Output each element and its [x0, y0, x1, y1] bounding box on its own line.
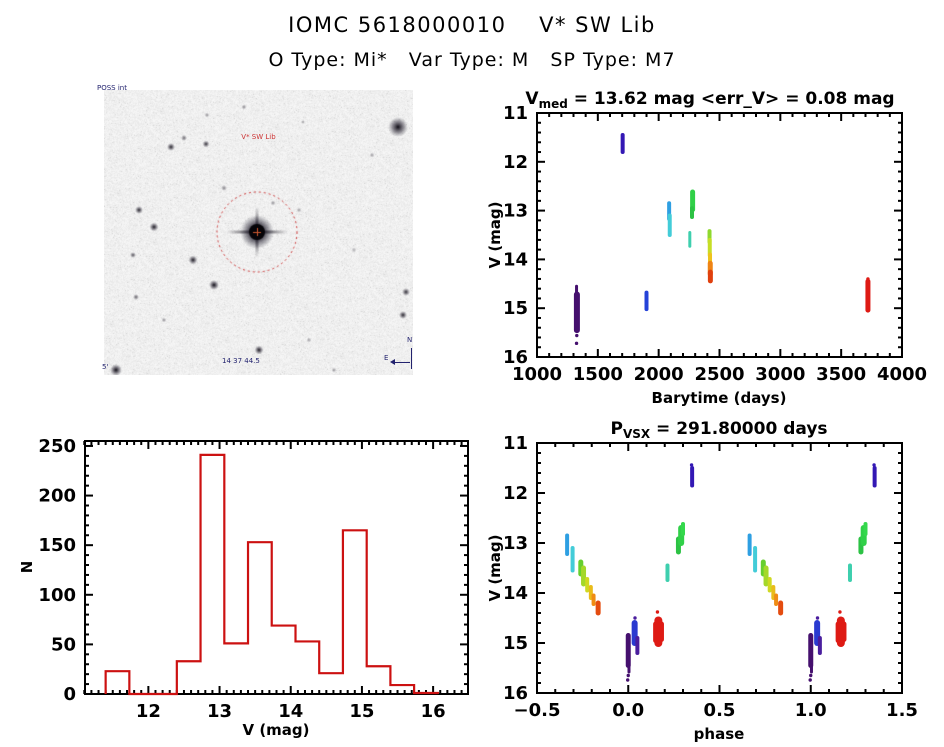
magnitude-histogram-chart: 12 13 14 15 16 0 50 100 150 200 250 V (mag) N: [18, 436, 469, 739]
compass-east-arrowhead: [390, 359, 395, 365]
svg-text:0.0: 0.0: [612, 700, 644, 721]
phase-axis-labels: phase V (mag): [486, 534, 744, 743]
phase-axes: [536, 442, 903, 694]
svg-text:V (mag): V (mag): [242, 721, 309, 739]
finder-chart: POSS int V* SW Lib 14 37 44.5 5' N E: [97, 85, 414, 375]
svg-text:250: 250: [38, 436, 76, 457]
svg-text:0.5: 0.5: [704, 700, 736, 721]
svg-text:12: 12: [136, 701, 161, 722]
svg-text:16: 16: [503, 347, 528, 368]
finder-chart-image: [104, 90, 413, 375]
svg-text:100: 100: [38, 585, 76, 606]
svg-text:phase: phase: [694, 725, 745, 743]
svg-text:150: 150: [38, 535, 76, 556]
svg-text:N: N: [18, 561, 36, 574]
phase-tick-labels: −0.5 0.0 0.5 1.0 1.5 11 12 13 14 15 16: [503, 433, 918, 721]
svg-text:13: 13: [207, 701, 232, 722]
svg-text:3000: 3000: [755, 364, 805, 385]
svg-text:12: 12: [503, 152, 528, 173]
svg-text:11: 11: [503, 103, 528, 124]
svg-text:15: 15: [503, 633, 528, 654]
svg-text:2000: 2000: [634, 364, 684, 385]
svg-text:3500: 3500: [816, 364, 866, 385]
svg-text:V (mag): V (mag): [486, 201, 504, 268]
phase-data-points: [565, 463, 877, 682]
svg-text:4000: 4000: [877, 364, 927, 385]
phase-folded-chart: −0.5 0.0 0.5 1.0 1.5 11 12 13 14 15 16 phase V (mag)…: [486, 419, 918, 743]
lightcurve-data-points: [573, 132, 871, 346]
svg-text:0: 0: [63, 684, 76, 705]
finder-survey-label: POSS int: [97, 84, 127, 92]
svg-text:13: 13: [503, 533, 528, 554]
svg-text:1.5: 1.5: [886, 700, 918, 721]
lightcurve-tick-labels: 1000 1500 2000 2500 3000 3500 4000 11 12 13 14 15 16: [503, 103, 927, 385]
compass-east-line: [394, 362, 410, 363]
svg-text:14: 14: [503, 249, 528, 270]
finder-scale-label: 5': [102, 363, 109, 371]
lightcurve-axis-labels: Barytime (days) V (mag): [486, 201, 786, 407]
svg-text:11: 11: [503, 433, 528, 454]
finder-coords-label: 14 37 44.5: [222, 357, 260, 365]
svg-text:16: 16: [421, 701, 446, 722]
svg-text:16: 16: [503, 683, 528, 704]
svg-text:13: 13: [503, 201, 528, 222]
page-subtitle: O Type: Mi* Var Type: M SP Type: M7: [268, 49, 676, 71]
page-title: IOMC 5618000010 V* SW Lib: [288, 13, 656, 37]
svg-text:50: 50: [51, 634, 76, 655]
svg-text:V (mag): V (mag): [486, 534, 504, 601]
svg-text:1500: 1500: [573, 364, 623, 385]
svg-text:14: 14: [278, 701, 303, 722]
lightcurve-title: Vmed = 13.62 mag <err_V> = 0.08 mag: [525, 89, 894, 111]
svg-text:12: 12: [503, 483, 528, 504]
histogram-axis-labels: V (mag) N: [18, 561, 310, 739]
svg-text:Barytime (days): Barytime (days): [652, 389, 787, 407]
svg-text:1000: 1000: [512, 364, 562, 385]
lightcurve-chart: 1000 1500 2000 2500 3000 3500 4000 11 12 13 14 15 16…: [486, 89, 927, 407]
histogram-tick-labels: 12 13 14 15 16 0 50 100 150 200 250: [38, 436, 445, 722]
svg-text:15: 15: [503, 298, 528, 319]
svg-text:2500: 2500: [694, 364, 744, 385]
svg-text:14: 14: [503, 583, 528, 604]
lightcurve-axes: [536, 112, 903, 358]
svg-text:15: 15: [349, 701, 374, 722]
compass-north-label: N: [407, 336, 413, 344]
finder-target-label: V* SW Lib: [241, 133, 276, 141]
compass-north-line: [411, 348, 412, 369]
histogram-axes: [83, 440, 469, 695]
finder-compass-icon: N E: [374, 332, 414, 372]
svg-text:−0.5: −0.5: [514, 700, 561, 721]
compass-east-label: E: [384, 354, 389, 362]
svg-text:1.0: 1.0: [795, 700, 827, 721]
histogram-data-points: [104, 453, 439, 696]
svg-text:200: 200: [38, 486, 76, 507]
phase-title: PVSX = 291.80000 days: [610, 419, 827, 441]
